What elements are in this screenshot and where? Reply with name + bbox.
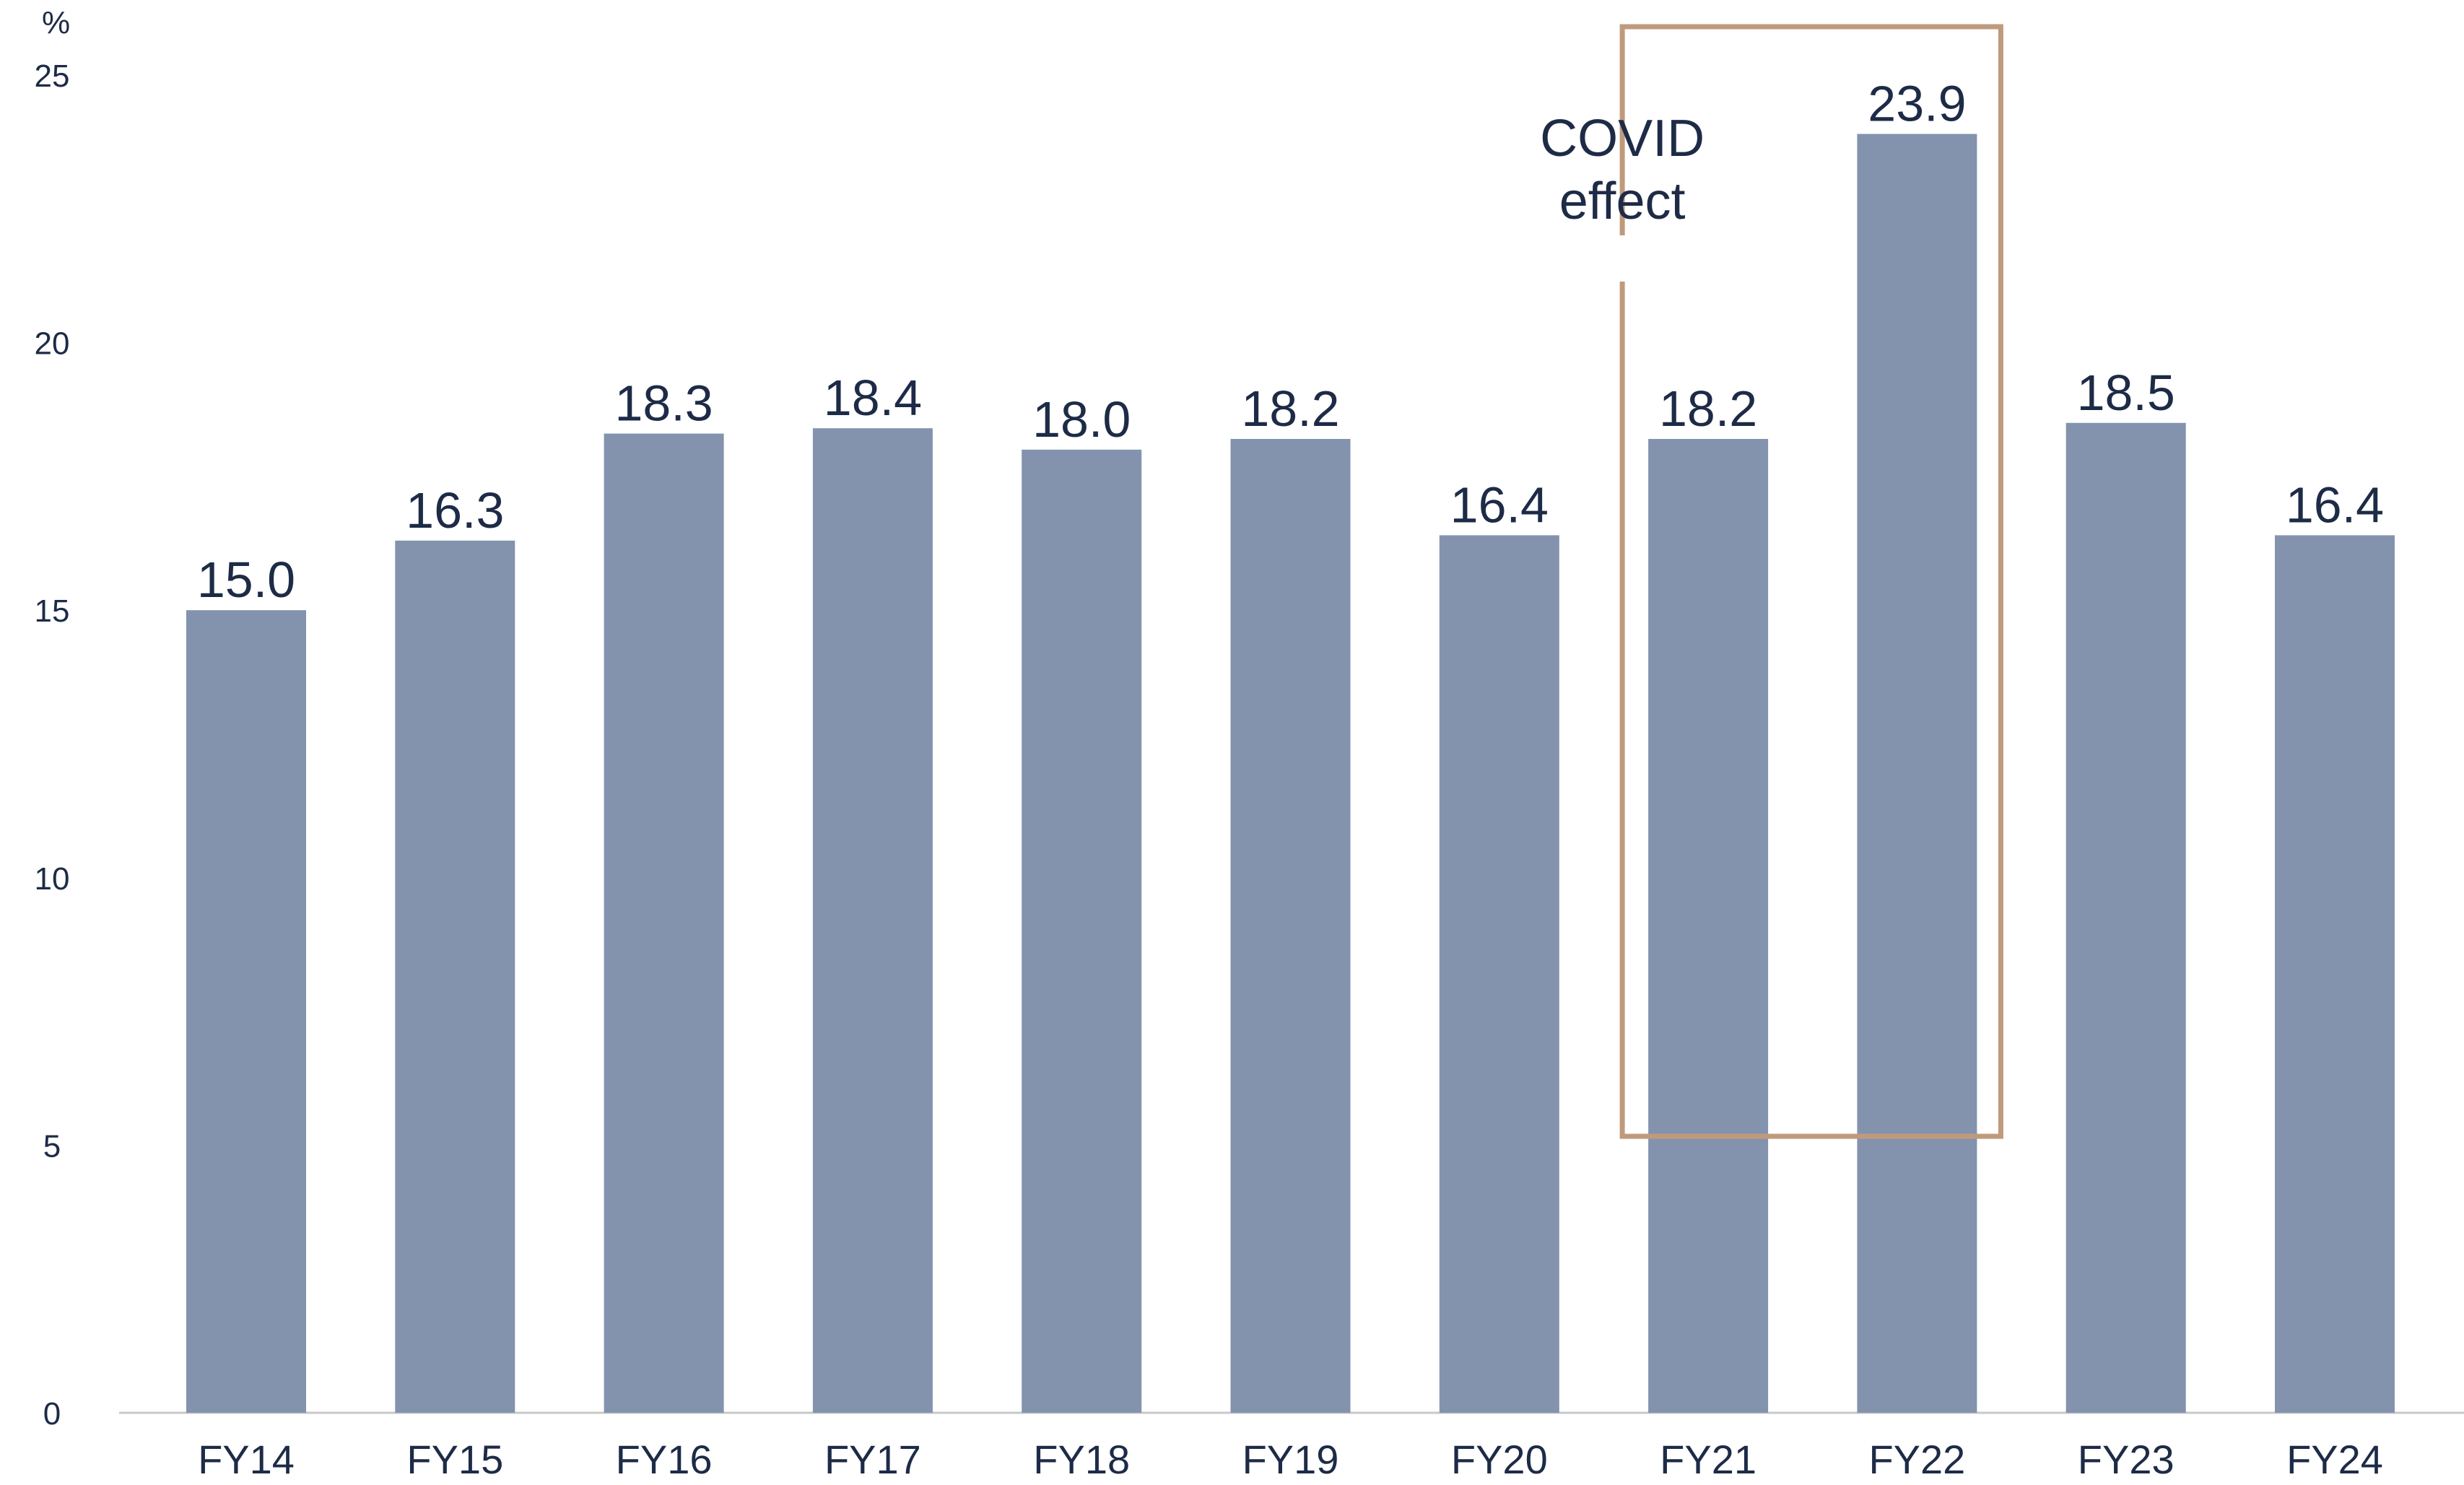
category-label: FY23 <box>2078 1437 2174 1482</box>
bar <box>1439 535 1559 1413</box>
bar <box>2065 422 2186 1413</box>
category-label: FY24 <box>2286 1437 2383 1482</box>
category-label: FY15 <box>406 1437 503 1482</box>
bar-value-label: 23.9 <box>1868 76 1966 132</box>
bar-value-label: 18.5 <box>2077 365 2175 421</box>
category-label: FY17 <box>824 1437 921 1482</box>
y-tick-label: 10 <box>35 861 70 897</box>
bar-value-label: 18.2 <box>1241 380 1339 437</box>
bar <box>2275 535 2395 1413</box>
bar <box>1022 449 1142 1413</box>
category-label: FY21 <box>1660 1437 1756 1482</box>
category-label: FY14 <box>198 1437 295 1482</box>
bar <box>1230 439 1351 1413</box>
category-label: FY18 <box>1033 1437 1130 1482</box>
category-label: FY22 <box>1868 1437 1965 1482</box>
bar-value-label: 16.4 <box>2286 476 2384 533</box>
y-tick-label: 25 <box>35 58 70 94</box>
bar-value-label: 18.3 <box>614 375 713 432</box>
bar-value-label: 18.0 <box>1032 391 1131 448</box>
y-tick-label: 15 <box>35 593 70 629</box>
bar-value-label: 16.4 <box>1450 476 1549 533</box>
covid-annotation-bracket <box>1619 24 2003 1139</box>
y-axis-unit-label: % <box>42 5 70 40</box>
bar <box>186 610 306 1414</box>
category-labels: FY14 FY15 FY16 FY17 FY18 FY19 FY20 FY21 FY22 FY23… <box>198 1437 2383 1482</box>
bar <box>1648 439 1769 1413</box>
y-tick-label: 20 <box>35 326 70 362</box>
y-axis-ticks: 0 5 10 15 20 25 <box>35 58 70 1432</box>
bar <box>395 540 515 1413</box>
covid-annotation-line-2: effect <box>1559 173 1686 230</box>
bar <box>604 433 724 1413</box>
y-tick-label: 5 <box>43 1128 61 1164</box>
bar-value-label: 15.0 <box>197 552 295 608</box>
category-label: FY20 <box>1451 1437 1548 1482</box>
bar-value-label: 16.3 <box>406 482 504 539</box>
bar-value-label: 18.4 <box>824 370 922 426</box>
covid-annotation-line-1: COVID <box>1540 110 1705 167</box>
category-label: FY16 <box>616 1437 713 1482</box>
y-tick-label: 0 <box>43 1396 61 1432</box>
bar <box>812 428 933 1413</box>
covid-annotation: COVID effect <box>1540 24 2003 1139</box>
bar-value-label: 18.2 <box>1659 380 1757 437</box>
value-labels: 15.0 16.3 18.3 18.4 18.0 18.2 16.4 18.2 23.9 18.5… <box>197 76 2384 609</box>
bars <box>186 134 2395 1414</box>
bar <box>1857 134 1977 1414</box>
category-label: FY19 <box>1242 1437 1339 1482</box>
